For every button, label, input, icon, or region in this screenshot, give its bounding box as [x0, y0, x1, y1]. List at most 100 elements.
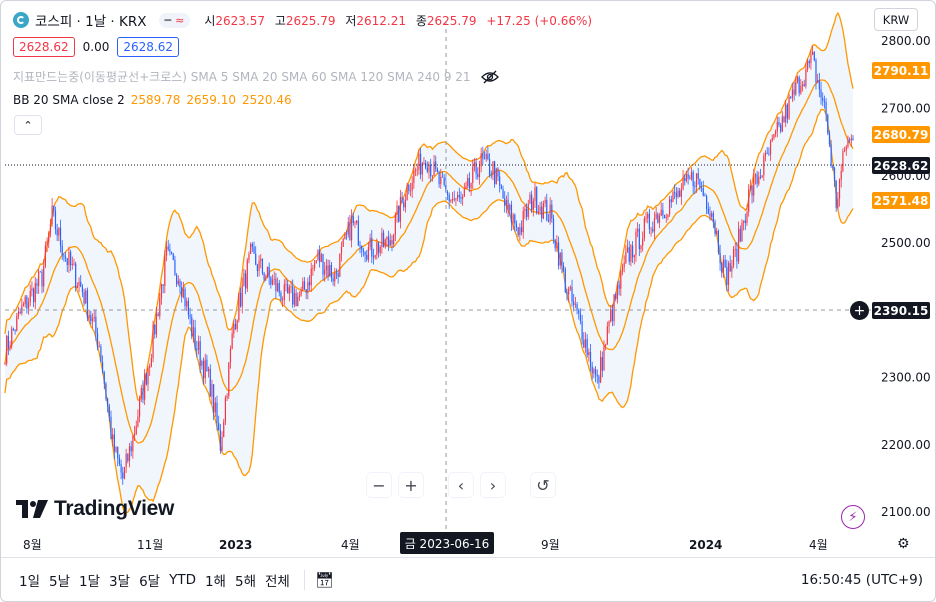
candle	[140, 384, 142, 403]
ma-indicator-legend[interactable]: 지표만드는중(이동평균선+크로스) SMA 5 SMA 20 SMA 60 SM…	[13, 68, 499, 85]
candle	[330, 262, 333, 282]
candle	[73, 258, 75, 266]
candle	[625, 245, 627, 264]
candle	[236, 319, 238, 333]
candle	[398, 205, 400, 223]
lightning-icon[interactable]: ⚡	[841, 505, 865, 529]
candle	[404, 193, 407, 213]
candle	[704, 192, 706, 197]
bb-basis-tag: 2680.79	[872, 126, 930, 143]
candle	[692, 169, 694, 194]
zoom-in-button[interactable]: +	[399, 473, 423, 497]
tf-1d[interactable]: 1일	[19, 574, 41, 590]
candle	[689, 175, 691, 180]
candle	[818, 72, 820, 98]
tf-5d[interactable]: 5날	[49, 574, 71, 590]
compare-toggle[interactable]: ━ ≈	[158, 12, 191, 28]
candle	[213, 384, 215, 421]
candle	[737, 221, 740, 265]
candle	[487, 146, 489, 161]
candle	[177, 275, 179, 287]
bb-indicator-legend[interactable]: BB 20 SMA close 2 2589.78 2659.10 2520.4…	[13, 93, 292, 107]
candle	[165, 241, 168, 262]
candle	[827, 113, 829, 136]
candle	[509, 203, 511, 217]
candle	[322, 253, 324, 281]
scroll-left-button[interactable]: ‹	[449, 473, 473, 497]
candle	[356, 220, 358, 225]
candle	[727, 260, 730, 292]
tf-3m[interactable]: 3달	[109, 574, 131, 590]
tf-1y[interactable]: 1해	[204, 574, 226, 590]
candle	[653, 211, 656, 240]
candle	[394, 212, 396, 242]
eye-off-icon[interactable]	[480, 70, 499, 84]
ohlc-values: 시2623.57 고2625.79 저2612.21 종2625.79 +17.…	[204, 12, 598, 29]
candle	[64, 252, 67, 262]
candle	[107, 397, 109, 413]
candle	[118, 454, 121, 467]
add-alert-plus-icon[interactable]: +	[850, 301, 869, 320]
tf-5y[interactable]: 5해	[234, 574, 256, 590]
tf-ytd[interactable]: YTD	[169, 572, 196, 588]
candle	[192, 319, 195, 343]
candle	[838, 178, 841, 207]
divider	[303, 570, 305, 590]
candle	[431, 175, 433, 182]
candle	[268, 262, 270, 286]
candle	[532, 197, 534, 217]
collapse-legend-button[interactable]: ⌃	[14, 115, 42, 135]
candle	[751, 185, 753, 204]
tf-1m[interactable]: 1달	[79, 574, 101, 590]
candle	[643, 216, 645, 242]
calendar-range-icon[interactable]: 📅︎	[314, 571, 334, 589]
candle	[451, 191, 454, 204]
x-tick-label: 8월	[23, 538, 42, 552]
candle	[768, 147, 770, 156]
scroll-right-button[interactable]: ›	[481, 473, 505, 497]
tradingview-logo[interactable]: TradingView	[16, 497, 174, 521]
candle	[234, 318, 237, 331]
candle	[335, 268, 338, 279]
candle	[520, 220, 523, 236]
y-tick-label: 2100.00	[881, 505, 931, 519]
candle	[49, 218, 52, 238]
bollinger-band-fill	[5, 13, 853, 514]
buy-button[interactable]: 2628.62	[117, 37, 179, 57]
candle	[305, 289, 307, 299]
symbol-legend[interactable]: 코스피 · 1날 · KRX ━ ≈ 시2623.57 고2625.79 저26…	[13, 10, 598, 30]
reset-chart-button[interactable]: ↺	[531, 473, 555, 497]
sell-button[interactable]: 2628.62	[13, 37, 75, 57]
settings-gear-icon[interactable]: ⚙	[897, 536, 910, 552]
candle	[529, 192, 531, 205]
candle	[366, 249, 368, 262]
crosshair-date-label: 금 2023-06-16	[400, 532, 494, 554]
candle	[544, 196, 546, 208]
candle	[44, 241, 46, 269]
symbol-title[interactable]: 코스피 · 1날 · KRX	[35, 14, 147, 30]
candle	[172, 252, 174, 261]
tf-6m[interactable]: 6달	[139, 574, 161, 590]
candle	[154, 324, 156, 339]
candle	[103, 370, 105, 390]
zoom-out-button[interactable]: −	[367, 473, 391, 497]
candle	[354, 220, 356, 229]
tf-all[interactable]: 전체	[265, 574, 290, 590]
clock-timezone[interactable]: 16:50:45 (UTC+9)	[800, 572, 923, 588]
candle	[635, 228, 637, 262]
candle	[174, 255, 176, 276]
bottom-toolbar: 1일 5날 1달 3달 6달 YTD 1해 5해 전체 📅︎ 16:50:45 …	[1, 561, 935, 599]
candle	[339, 253, 341, 278]
candle	[219, 424, 221, 454]
candle	[721, 261, 723, 278]
candle	[803, 79, 805, 87]
candle	[687, 167, 689, 185]
candle	[778, 116, 780, 128]
candle	[598, 374, 600, 389]
candle	[642, 231, 644, 252]
candle	[763, 152, 765, 181]
currency-button[interactable]: KRW	[874, 8, 918, 31]
candle	[541, 201, 543, 223]
candle	[43, 259, 45, 293]
